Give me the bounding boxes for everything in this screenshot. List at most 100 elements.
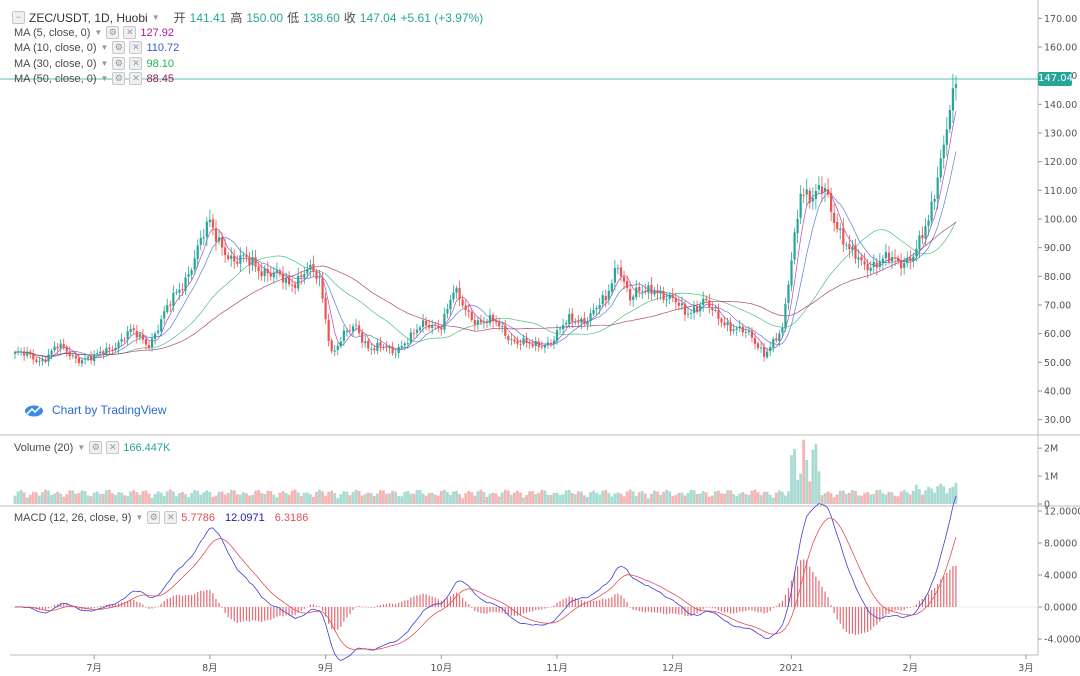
- macd-histogram-bar: [891, 607, 893, 612]
- candle-body: [601, 295, 604, 305]
- macd-histogram-bar: [163, 601, 165, 607]
- close-icon[interactable]: ✕: [164, 511, 178, 524]
- settings-icon[interactable]: ⚙: [106, 26, 120, 39]
- volume-bar: [385, 493, 388, 504]
- settings-icon[interactable]: ⚙: [89, 441, 103, 454]
- candle-body: [823, 187, 827, 192]
- candle-body: [181, 289, 184, 291]
- caret-down-icon[interactable]: ▼: [100, 43, 109, 52]
- candle-body: [647, 285, 650, 293]
- close-icon[interactable]: ✕: [106, 441, 120, 454]
- macd-histogram-bar: [99, 606, 101, 607]
- macd-histogram-bar: [242, 607, 244, 622]
- volume-bar: [881, 493, 885, 504]
- candle-body: [327, 319, 330, 341]
- volume-bar: [796, 479, 800, 504]
- candle-body: [610, 283, 613, 292]
- caret-down-icon[interactable]: ▼: [94, 28, 103, 37]
- ma-legend-30[interactable]: MA (30, close, 0) ▼ ⚙ ✕ 98.10: [14, 57, 174, 70]
- volume-bar: [561, 494, 565, 504]
- macd-histogram-bar: [419, 594, 421, 607]
- macd-hist-value: 5.7786: [181, 511, 215, 524]
- candle-body: [99, 351, 102, 354]
- volume-bar: [774, 492, 778, 504]
- candle-body: [543, 345, 546, 348]
- symbol-title[interactable]: ZEC/USDT, 1D, Huobi: [29, 10, 148, 25]
- caret-down-icon[interactable]: ▼: [135, 513, 144, 522]
- settings-icon[interactable]: ⚙: [112, 72, 126, 85]
- candle-body: [333, 350, 336, 352]
- volume-bar: [41, 492, 44, 504]
- macd-histogram-bar: [160, 603, 162, 607]
- settings-icon[interactable]: ⚙: [112, 41, 126, 54]
- candle-body: [878, 261, 881, 267]
- close-icon[interactable]: ✕: [129, 72, 143, 85]
- close-icon[interactable]: ✕: [129, 57, 143, 70]
- volume-bar: [174, 496, 178, 504]
- macd-histogram-bar: [797, 566, 799, 607]
- candle-body: [233, 255, 236, 262]
- macd-histogram-bar: [882, 607, 884, 619]
- candle-body: [278, 270, 282, 275]
- close-icon[interactable]: ✕: [129, 41, 143, 54]
- candle-body: [44, 359, 47, 362]
- macd-histogram-bar: [605, 599, 607, 607]
- close-icon[interactable]: ✕: [123, 26, 137, 39]
- volume-bar: [193, 490, 197, 504]
- candle-body: [449, 299, 452, 310]
- macd-histogram-bar: [157, 606, 159, 608]
- candle-body: [662, 291, 665, 300]
- caret-down-icon[interactable]: ▼: [77, 443, 86, 452]
- volume-bars: [13, 439, 958, 504]
- macd-histogram-bar: [544, 607, 546, 609]
- candle-body: [735, 328, 738, 330]
- price-tick-label: 170.00: [1044, 14, 1077, 25]
- ma-legend-50[interactable]: MA (50, close, 0) ▼ ⚙ ✕ 88.45: [14, 72, 174, 85]
- volume-bar: [101, 493, 105, 504]
- volume-bar: [905, 492, 909, 504]
- volume-bar: [56, 491, 60, 504]
- candle-body: [443, 313, 446, 330]
- macd-histogram-bar: [702, 607, 704, 609]
- candle-body: [421, 320, 425, 327]
- collapse-square-icon[interactable]: −: [12, 11, 25, 24]
- price-tick-label: 110.00: [1044, 186, 1077, 197]
- caret-down-icon[interactable]: ▼: [100, 74, 109, 83]
- volume-bar: [945, 493, 949, 504]
- volume-bar: [165, 491, 169, 504]
- macd-histogram-bar: [793, 571, 796, 607]
- candle-body: [339, 341, 342, 347]
- candle-body: [418, 327, 422, 331]
- caret-down-icon[interactable]: ▼: [100, 59, 109, 68]
- candle-body: [74, 355, 78, 359]
- settings-icon[interactable]: ⚙: [147, 511, 161, 524]
- volume-bar: [939, 483, 943, 504]
- candle-body: [312, 263, 315, 272]
- volume-bar: [540, 489, 544, 504]
- macd-histogram-bar: [178, 594, 181, 607]
- macd-histogram-bar: [194, 594, 196, 607]
- caret-down-icon[interactable]: ▼: [151, 13, 160, 22]
- candle-body: [473, 319, 476, 325]
- macd-legend[interactable]: MACD (12, 26, close, 9) ▼ ⚙ ✕ 5.7786 12.0…: [14, 511, 308, 524]
- settings-icon[interactable]: ⚙: [112, 57, 126, 70]
- volume-bar: [589, 492, 592, 504]
- candle-body: [772, 338, 775, 348]
- candle-body: [330, 340, 333, 352]
- candle-body: [467, 310, 470, 312]
- candle-body: [406, 343, 409, 345]
- ma-legend-5[interactable]: MA (5, close, 0) ▼ ⚙ ✕ 127.92: [14, 26, 174, 39]
- macd-histogram-bar: [449, 595, 452, 607]
- macd-histogram-bar: [108, 604, 110, 607]
- candle-body: [504, 325, 507, 336]
- volume-bar: [147, 493, 151, 504]
- macd-histogram-bar: [565, 598, 567, 607]
- volume-legend[interactable]: Volume (20) ▼ ⚙ ✕ 166.447K: [14, 441, 170, 454]
- volume-bar: [793, 448, 796, 504]
- volume-bar: [92, 492, 96, 504]
- tradingview-watermark[interactable]: Chart by TradingView: [24, 403, 167, 417]
- volume-bar: [756, 492, 760, 504]
- ma-legend-10[interactable]: MA (10, close, 0) ▼ ⚙ ✕ 110.72: [14, 41, 179, 54]
- volume-bar: [312, 496, 315, 504]
